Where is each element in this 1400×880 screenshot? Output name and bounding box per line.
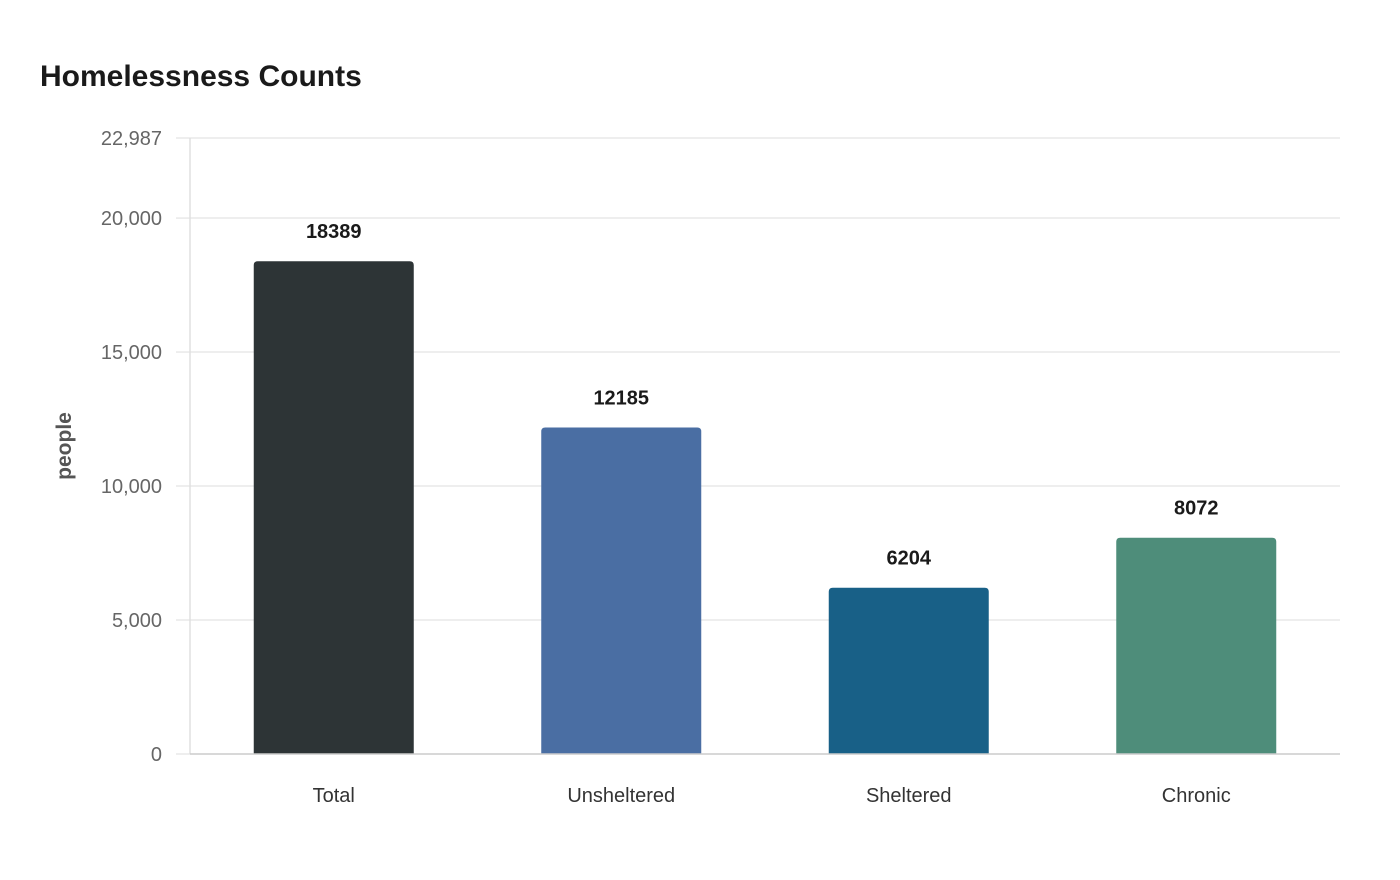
x-tick-label: Unsheltered [567,785,675,807]
data-label: 12185 [593,387,649,409]
y-tick-label: 0 [151,744,162,766]
y-tick-label: 10,000 [101,476,162,498]
bar-unsheltered [541,427,702,754]
bar-sheltered [828,587,989,754]
data-label: 6204 [887,548,932,570]
y-tick-label: 5,000 [112,610,162,632]
x-tick-label: Total [313,785,355,807]
data-label: 8072 [1174,498,1219,520]
y-tick-label: 20,000 [101,208,162,230]
bar-chronic [1116,537,1277,754]
x-tick-label: Chronic [1162,785,1231,807]
data-label: 18389 [306,221,362,243]
y-axis-label: people [53,412,76,480]
chart-title: Homelessness Counts [40,60,362,93]
x-tick-label: Sheltered [866,785,952,807]
bar-total [253,261,414,754]
y-tick-label: 15,000 [101,342,162,364]
y-tick-label: 22,987 [101,128,162,150]
